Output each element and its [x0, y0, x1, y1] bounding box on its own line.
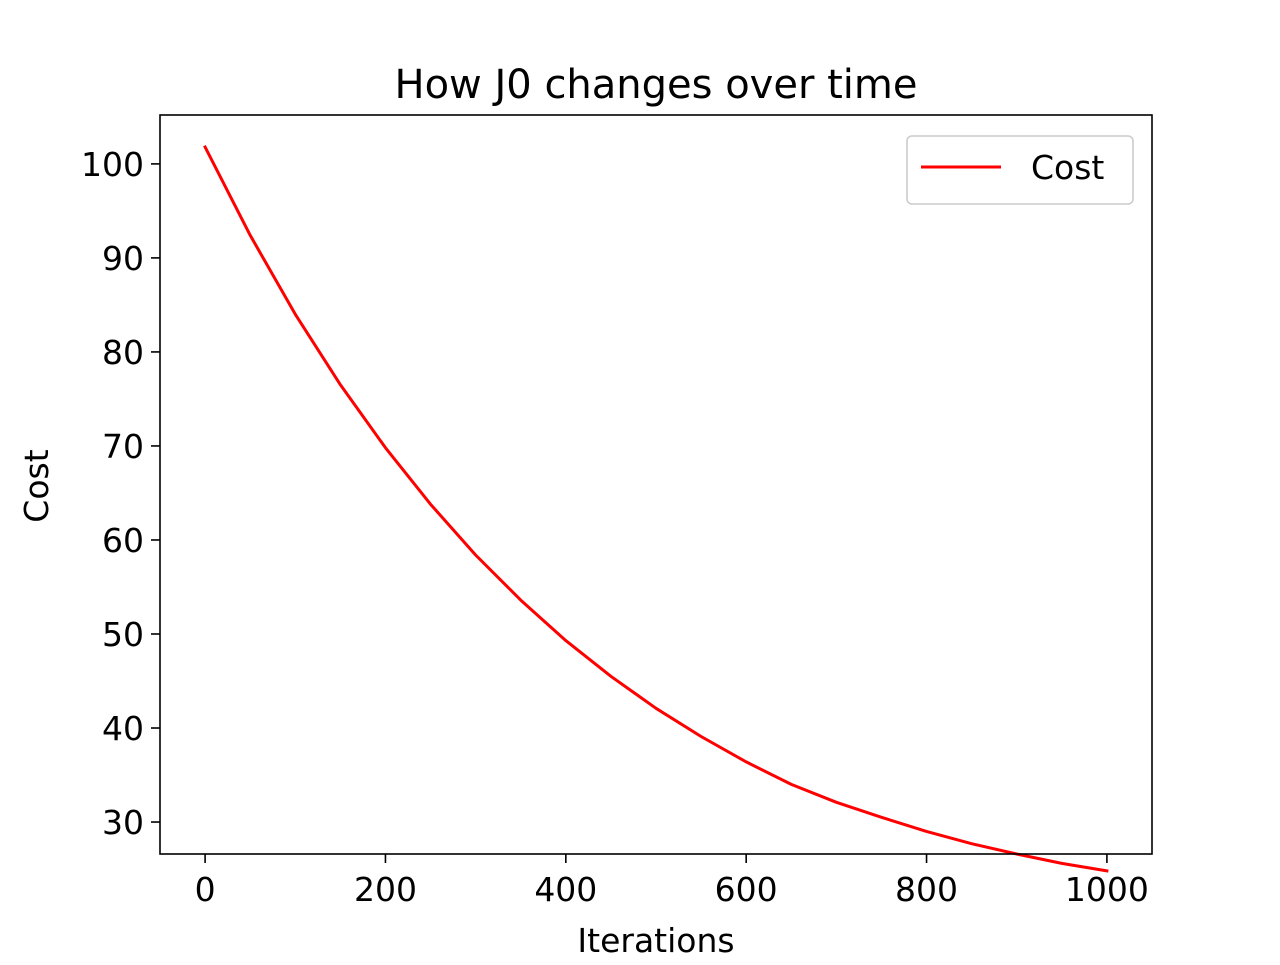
y-axis-label: Cost — [17, 449, 56, 522]
plot-frame — [159, 114, 1153, 855]
y-tick-label: 40 — [102, 709, 144, 748]
y-tick-label: 50 — [102, 615, 144, 654]
axes: 0 200 400 600 800 1000 30 40 50 60 70 80 90 100 Cost — [81, 114, 1153, 909]
legend-box — [906, 135, 1134, 205]
x-tick-label: 1000 — [1065, 870, 1149, 909]
x-axis-label: Iterations — [577, 921, 734, 960]
y-tick-label: 60 — [102, 521, 144, 560]
series-line-cost — [203, 144, 1109, 873]
x-tick-label: 200 — [354, 870, 417, 909]
y-tick-label: 80 — [102, 333, 144, 372]
y-tick-label: 90 — [102, 239, 144, 278]
x-tick-label: 0 — [195, 870, 216, 909]
y-tick-label: 100 — [81, 145, 144, 184]
x-tick-label: 400 — [534, 870, 597, 909]
chart-title: How J0 changes over time — [395, 62, 918, 108]
x-tick-label: 600 — [715, 870, 778, 909]
x-tick-label: 800 — [895, 870, 958, 909]
y-tick-label: 30 — [102, 803, 144, 842]
legend-label-cost: Cost — [1031, 148, 1104, 187]
y-tick-label: 70 — [102, 427, 144, 466]
